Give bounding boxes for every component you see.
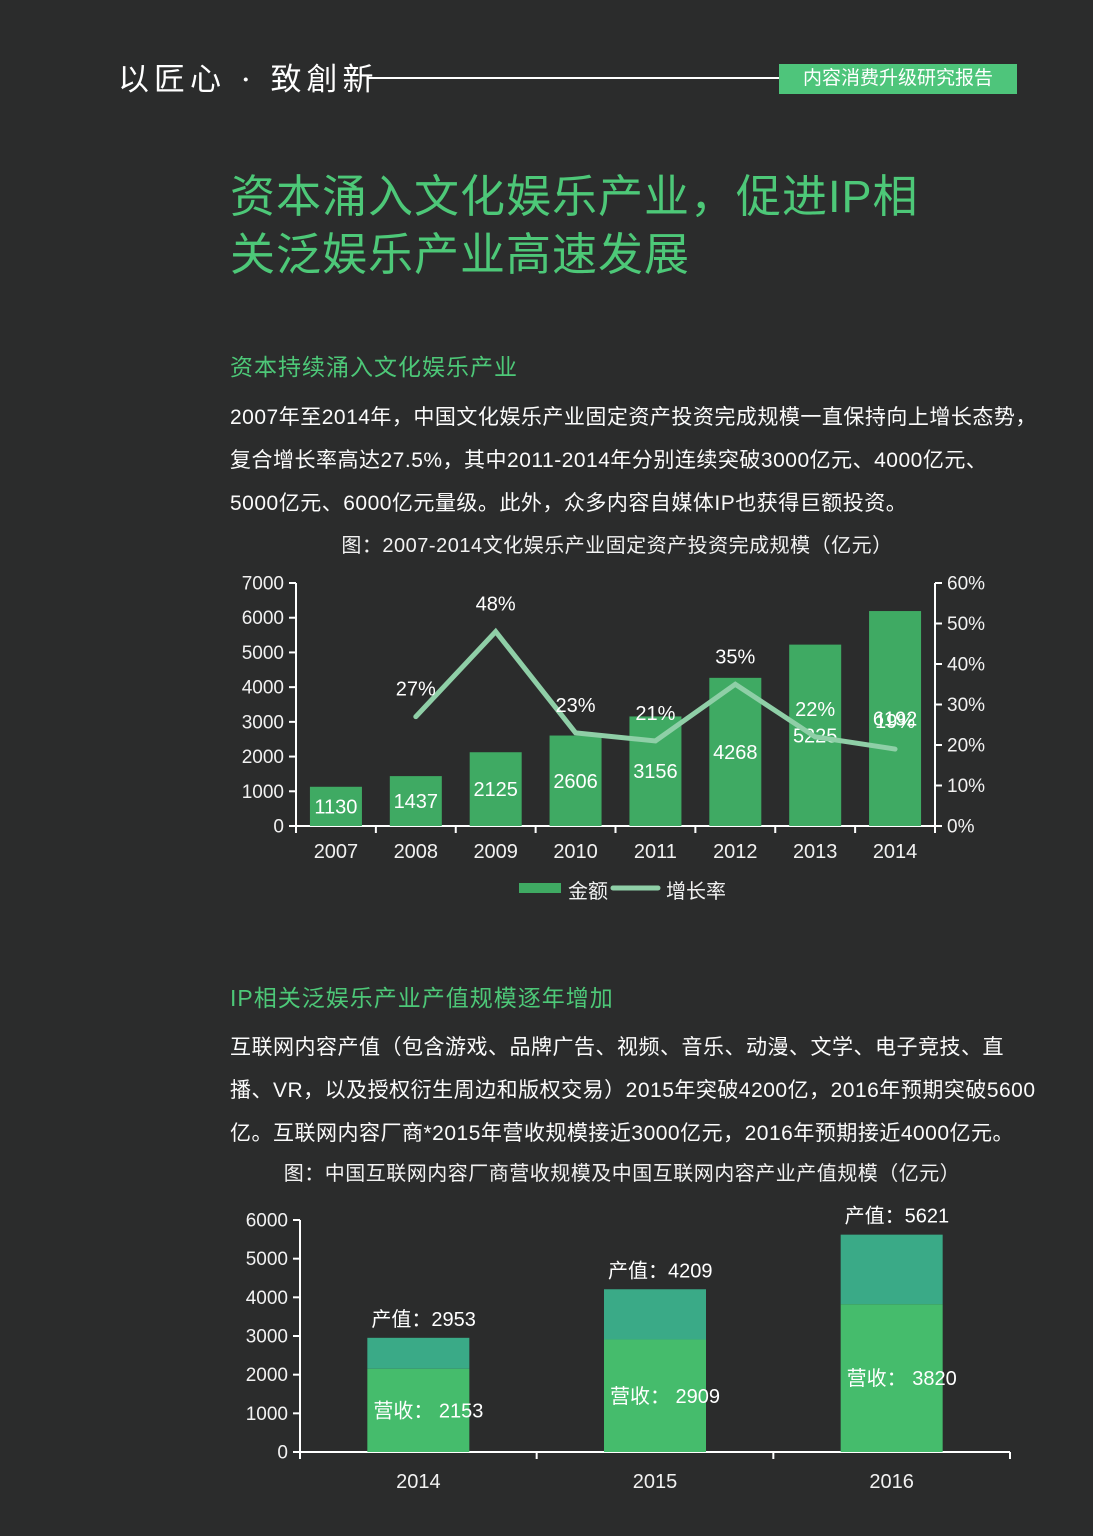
amount-bar-2012 bbox=[709, 677, 762, 826]
x-category-label: 2007 bbox=[314, 841, 359, 863]
bar-value-label: 6192 bbox=[873, 709, 918, 731]
legend-amount-swatch bbox=[519, 883, 561, 893]
bar-value-label: 3156 bbox=[633, 761, 678, 783]
brand-motto: 以匠心 · 致創新 bbox=[118, 62, 379, 98]
paragraph-line: 复合增长率高达27.5%，其中2011-2014年分别连续突破3000亿元、40… bbox=[230, 449, 988, 472]
x-category-label: 2012 bbox=[713, 841, 758, 863]
amount-bar-2011 bbox=[629, 716, 682, 826]
left-axis-label: 1000 bbox=[242, 782, 284, 803]
growth-rate-label: 27% bbox=[396, 679, 436, 701]
right-axis-label: 40% bbox=[947, 655, 985, 676]
revenue-segment-2015 bbox=[604, 1339, 706, 1452]
left-axis-label: 4000 bbox=[242, 678, 284, 699]
output-value-segment-2015 bbox=[604, 1289, 706, 1340]
growth-rate-label: 19% bbox=[875, 711, 915, 733]
legend-growth-label: 增长率 bbox=[666, 880, 726, 903]
growth-rate-label: 48% bbox=[476, 594, 516, 616]
paragraph-line: 互联网内容产值（包含游戏、品牌广告、视频、音乐、动漫、文学、电子竞技、直 bbox=[230, 1036, 1004, 1059]
section-heading-ip-value: IP相关泛娱乐产业产值规模逐年增加 bbox=[230, 985, 614, 1011]
left-axis-label: 0 bbox=[273, 817, 284, 838]
revenue-label: 营收： 2153 bbox=[373, 1399, 483, 1422]
left-axis-label: 0 bbox=[277, 1443, 288, 1464]
left-axis-label: 6000 bbox=[246, 1211, 288, 1232]
growth-rate-label: 22% bbox=[795, 699, 835, 721]
investment-combo-chart: 0 1000 2000 3000 4000 5000 6000 7000 0% 10% 20% 30%… bbox=[242, 574, 985, 904]
amount-bar-2010 bbox=[549, 735, 602, 826]
x-category-label: 2009 bbox=[473, 841, 518, 863]
right-axis-label: 30% bbox=[947, 695, 985, 716]
left-axis-label: 1000 bbox=[246, 1404, 288, 1425]
x-category-label: 2008 bbox=[394, 841, 439, 863]
x-category-label: 2013 bbox=[793, 841, 838, 863]
right-axis-label: 50% bbox=[947, 614, 985, 635]
bar-value-label: 1130 bbox=[314, 796, 357, 818]
paragraph-line: 5000亿元、6000亿元量级。此外，众多内容自媒体IP也获得巨额投资。 bbox=[230, 492, 908, 515]
bar-value-label: 2606 bbox=[553, 771, 598, 793]
x-category-label: 2016 bbox=[869, 1471, 914, 1493]
left-axis-label: 4000 bbox=[246, 1288, 288, 1309]
paragraph-line: 2007年至2014年，中国文化娱乐产业固定资产投资完成规模一直保持向上增长态势… bbox=[230, 406, 1037, 429]
right-axis-label: 0% bbox=[947, 817, 975, 838]
left-axis-label: 2000 bbox=[246, 1365, 288, 1386]
output-value-label: 产值：4209 bbox=[608, 1259, 713, 1282]
growth-rate-label: 21% bbox=[635, 703, 675, 725]
page-title-line2: 关泛娱乐产业高速发展 bbox=[230, 229, 691, 280]
revenue-label: 营收： 2909 bbox=[610, 1385, 720, 1408]
amount-bar-2009 bbox=[469, 752, 522, 826]
amount-bar-2008 bbox=[389, 776, 442, 826]
content-value-stacked-chart: 0 1000 2000 3000 4000 5000 6000 2014 2015 2016 产值：… bbox=[246, 1205, 1011, 1493]
left-axis-label: 5000 bbox=[246, 1249, 288, 1270]
right-axis-label: 60% bbox=[947, 574, 985, 595]
revenue-segment-2016 bbox=[840, 1304, 943, 1452]
section-paragraph-capital-inflow: 2007年至2014年，中国文化娱乐产业固定资产投资完成规模一直保持向上增长态势… bbox=[230, 396, 1037, 525]
left-axis-label: 2000 bbox=[242, 747, 284, 768]
growth-rate-label: 35% bbox=[715, 646, 755, 668]
header-divider bbox=[368, 77, 779, 79]
amount-bar-2007 bbox=[309, 786, 362, 826]
left-axis-label: 6000 bbox=[242, 608, 284, 629]
x-category-label: 2015 bbox=[633, 1471, 678, 1493]
paragraph-line: 亿。互联网内容厂商*2015年营收规模接近3000亿元，2016年预期接近400… bbox=[230, 1122, 1015, 1145]
output-value-segment-2014 bbox=[367, 1337, 470, 1369]
paragraph-line: 播、VR，以及授权衍生周边和版权交易）2015年突破4200亿，2016年预期突… bbox=[230, 1079, 1036, 1102]
output-value-label: 产值：2953 bbox=[371, 1308, 476, 1331]
chart1-title: 图：2007-2014文化娱乐产业固定资产投资完成规模（亿元） bbox=[341, 535, 893, 557]
right-axis-label: 20% bbox=[947, 736, 985, 757]
amount-bar-2014 bbox=[869, 611, 922, 826]
section-heading-capital-inflow: 资本持续涌入文化娱乐产业 bbox=[230, 354, 518, 380]
revenue-label: 营收： 3820 bbox=[847, 1367, 957, 1390]
left-axis-label: 5000 bbox=[242, 643, 284, 664]
bar-value-label: 4268 bbox=[713, 742, 758, 764]
left-axis-label: 7000 bbox=[242, 574, 284, 595]
chart2-title: 图：中国互联网内容厂商营收规模及中国互联网内容产业产值规模（亿元） bbox=[283, 1163, 961, 1185]
growth-rate-line bbox=[413, 627, 898, 752]
x-category-label: 2014 bbox=[396, 1471, 441, 1493]
bar-value-label: 1437 bbox=[394, 791, 439, 813]
report-badge: 内容消费升级研究报告 bbox=[779, 64, 1017, 94]
growth-rate-label: 23% bbox=[556, 695, 596, 717]
output-value-segment-2016 bbox=[840, 1234, 943, 1305]
left-axis-label: 3000 bbox=[246, 1327, 288, 1348]
output-value-label: 产值：5621 bbox=[845, 1205, 950, 1228]
page-title-line1: 资本涌入文化娱乐产业，促进IP相 bbox=[230, 171, 919, 222]
x-category-label: 2014 bbox=[873, 841, 918, 863]
x-category-label: 2010 bbox=[553, 841, 598, 863]
page-title: 资本涌入文化娱乐产业，促进IP相 关泛娱乐产业高速发展 bbox=[230, 168, 1030, 284]
legend-amount-label: 金额 bbox=[568, 880, 608, 903]
right-axis-label: 10% bbox=[947, 776, 985, 797]
bar-value-label: 2125 bbox=[473, 779, 518, 801]
section-paragraph-ip-value: 互联网内容产值（包含游戏、品牌广告、视频、音乐、动漫、文学、电子竞技、直播、VR… bbox=[230, 1026, 1036, 1155]
x-category-label: 2011 bbox=[634, 841, 677, 863]
revenue-segment-2014 bbox=[367, 1368, 470, 1452]
left-axis-label: 3000 bbox=[242, 712, 284, 733]
